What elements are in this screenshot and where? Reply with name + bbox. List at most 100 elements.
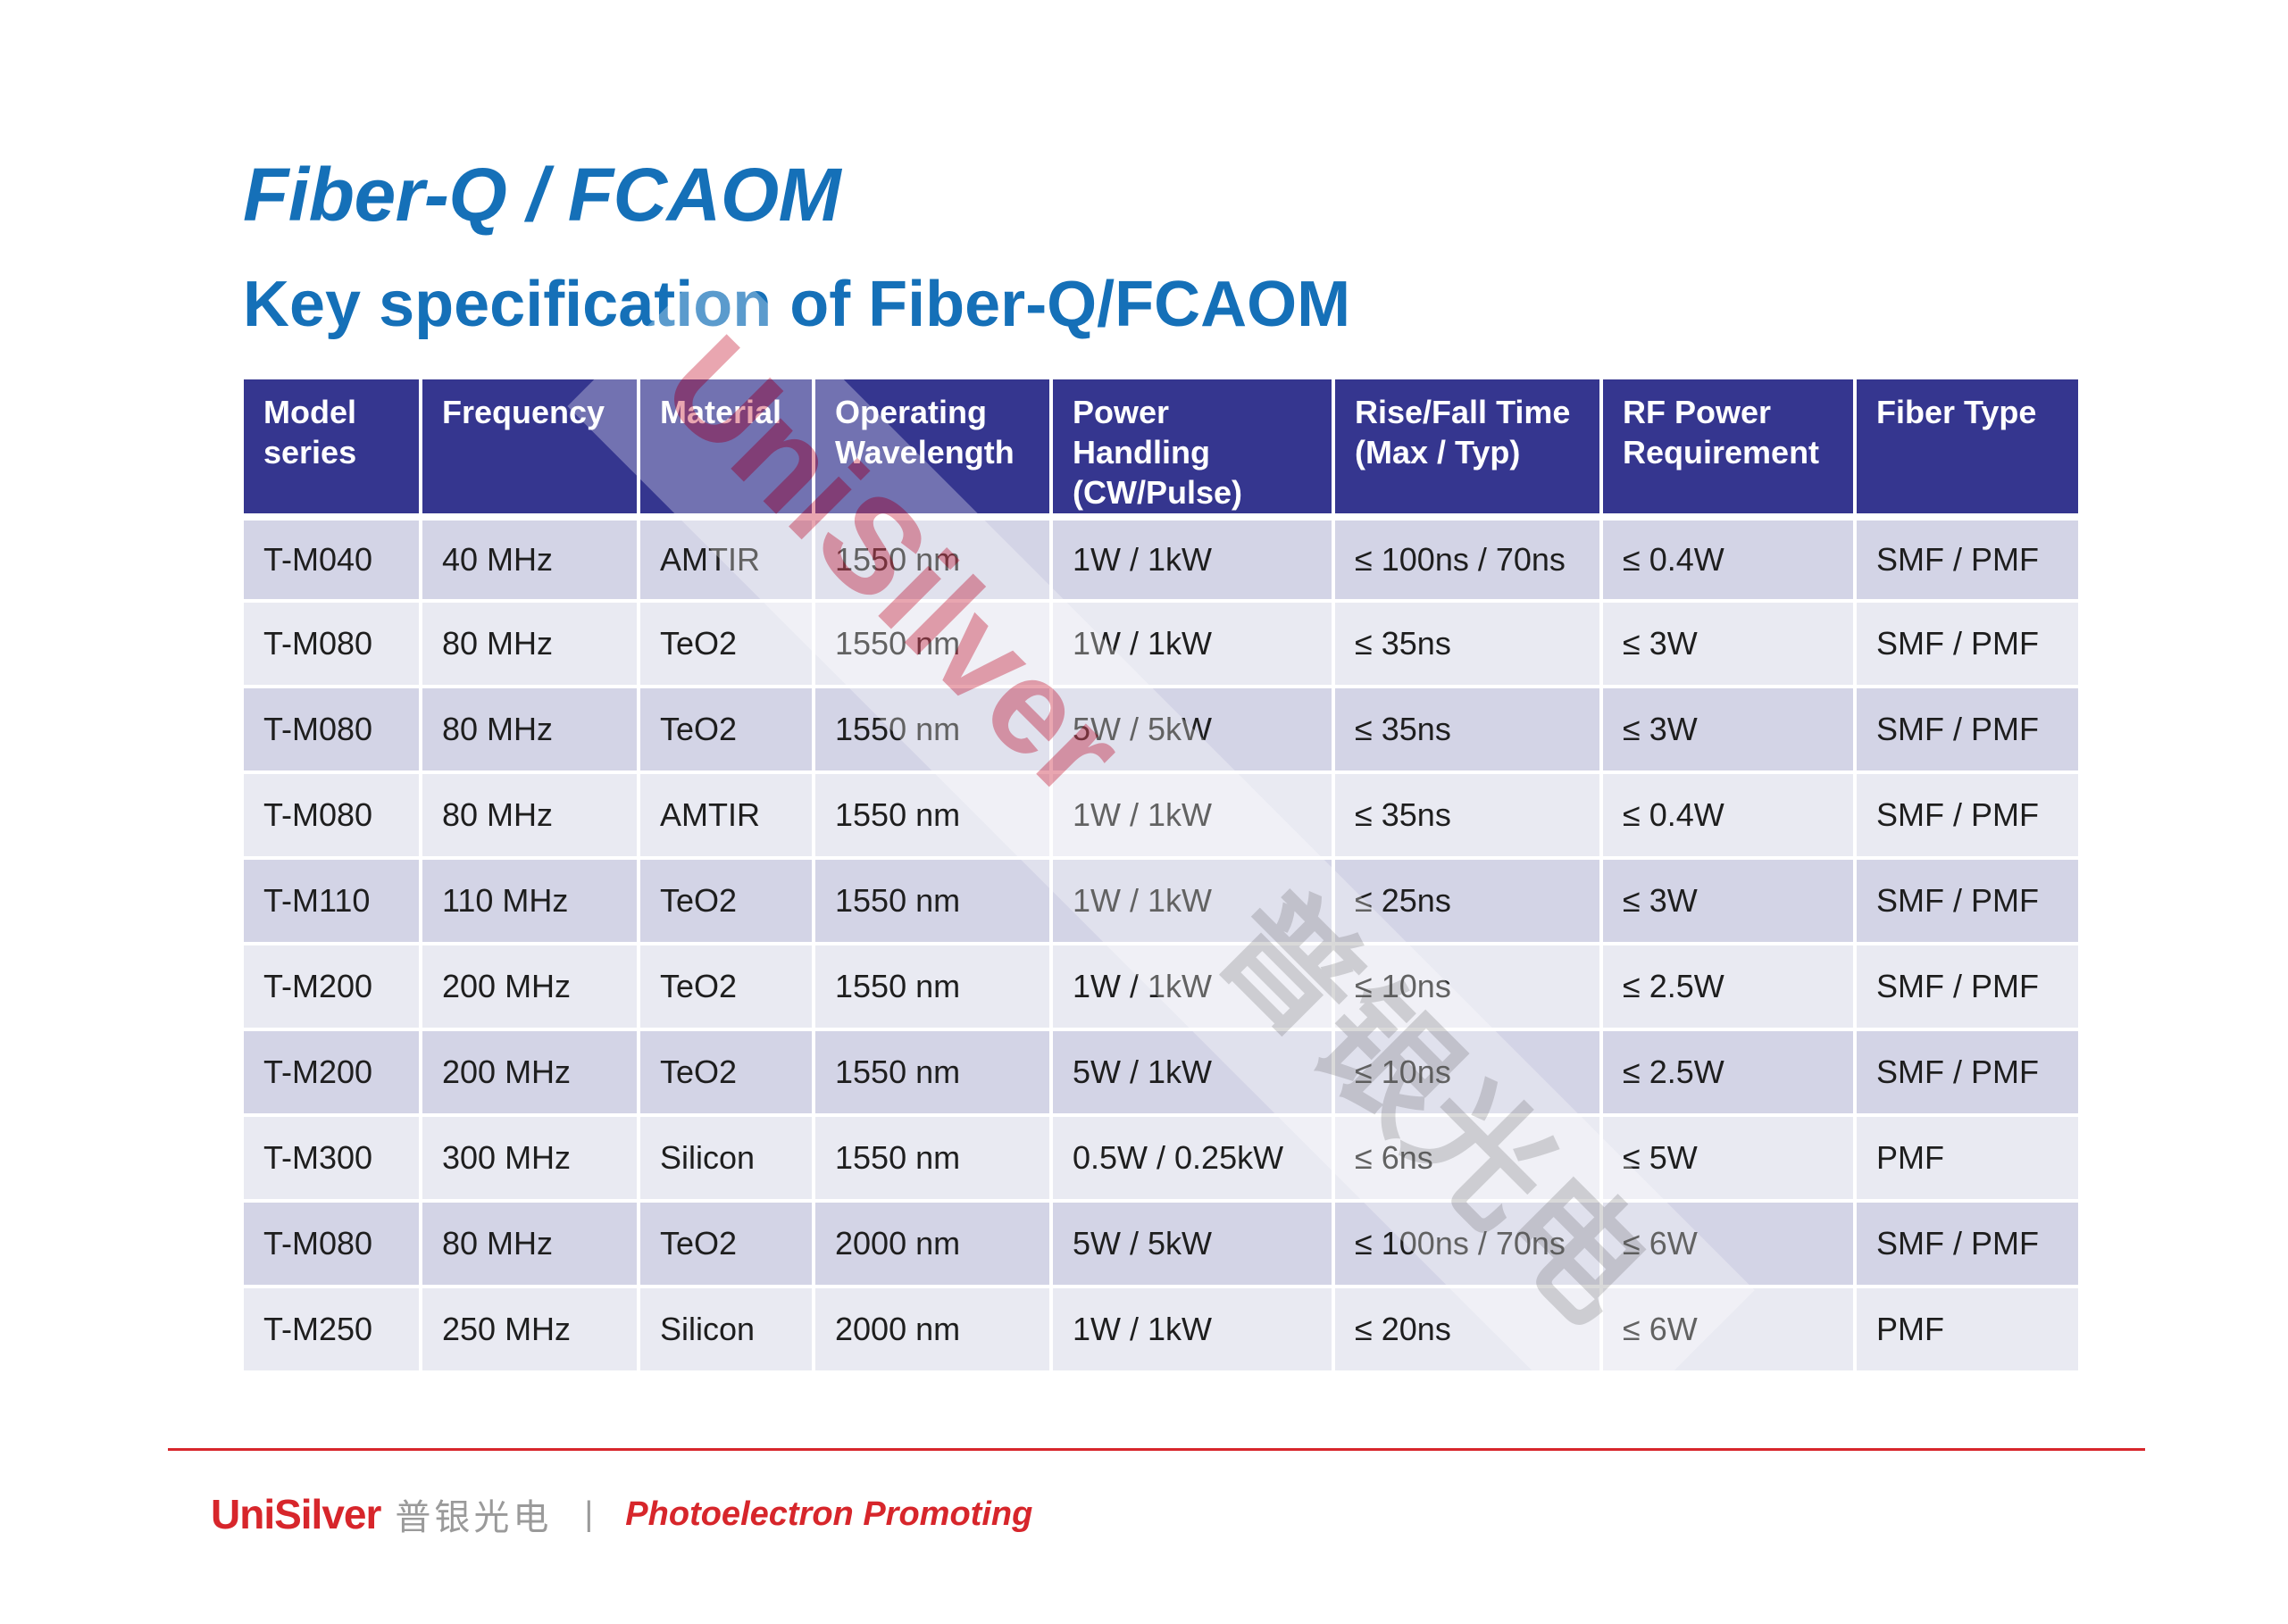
table-row: T-M200 200 MHz TeO2 1550 nm 1W / 1kW ≤ 10ns ≤ … xyxy=(244,945,2078,1028)
footer-separator: | xyxy=(584,1495,594,1533)
table-cell: 250 MHz xyxy=(422,1288,637,1370)
table-cell: 1550 nm xyxy=(815,860,1049,942)
table-cell: 80 MHz xyxy=(422,1203,637,1285)
column-header: Operating Wavelength xyxy=(815,379,1049,513)
table-cell: 200 MHz xyxy=(422,945,637,1028)
table-cell: 1550 nm xyxy=(815,1031,1049,1113)
table-cell: 80 MHz xyxy=(422,603,637,685)
table-cell: ≤ 6ns xyxy=(1335,1117,1599,1199)
table-cell: SMF / PMF xyxy=(1857,603,2078,685)
column-header-line: Wavelength xyxy=(835,434,1015,471)
table-cell: ≤ 3W xyxy=(1603,860,1853,942)
table-row: T-M040 40 MHz AMTIR 1550 nm 1W / 1kW ≤ 100ns … xyxy=(244,517,2078,599)
table-cell: ≤ 35ns xyxy=(1335,603,1599,685)
column-header-line: RF Power xyxy=(1623,394,1772,430)
column-header: Fiber Type xyxy=(1857,379,2078,513)
table-cell: ≤ 100ns / 70ns xyxy=(1335,1203,1599,1285)
table-cell: SMF / PMF xyxy=(1857,945,2078,1028)
table-cell: ≤ 20ns xyxy=(1335,1288,1599,1370)
table-row: T-M080 80 MHz TeO2 2000 nm 5W / 5kW ≤ 100ns /… xyxy=(244,1203,2078,1285)
footer-tagline: Photoelectron Promoting xyxy=(625,1495,1033,1533)
table-cell: T-M040 xyxy=(244,517,419,599)
table-cell: T-M200 xyxy=(244,1031,419,1113)
table-cell: ≤ 2.5W xyxy=(1603,1031,1853,1113)
page-subtitle: Key specification of Fiber-Q/FCAOM xyxy=(243,269,1351,340)
column-header-line: series xyxy=(263,434,357,471)
table-cell: T-M300 xyxy=(244,1117,419,1199)
table-cell: 1W / 1kW xyxy=(1053,1288,1332,1370)
footer: UniSilver 普银光电 | Photoelectron Promoting xyxy=(211,1482,1032,1546)
table-cell: T-M080 xyxy=(244,1203,419,1285)
table-row: T-M080 80 MHz TeO2 1550 nm 1W / 1kW ≤ 35ns ≤ 3… xyxy=(244,603,2078,685)
table-row: T-M110 110 MHz TeO2 1550 nm 1W / 1kW ≤ 25ns ≤ … xyxy=(244,860,2078,942)
table-cell: ≤ 0.4W xyxy=(1603,774,1853,856)
table-cell: SMF / PMF xyxy=(1857,688,2078,770)
table-cell: 1550 nm xyxy=(815,517,1049,599)
table-cell: 1W / 1kW xyxy=(1053,603,1332,685)
column-header-line: Requirement xyxy=(1623,434,1820,471)
spec-table: Model series Frequency Material Operating Wav… xyxy=(240,376,2082,1374)
table-cell: SMF / PMF xyxy=(1857,860,2078,942)
table-cell: 2000 nm xyxy=(815,1288,1049,1370)
column-header: Rise/Fall Time (Max / Typ) xyxy=(1335,379,1599,513)
table-cell: T-M250 xyxy=(244,1288,419,1370)
table-cell: ≤ 2.5W xyxy=(1603,945,1853,1028)
column-header: RF Power Requirement xyxy=(1603,379,1853,513)
table-cell: T-M080 xyxy=(244,603,419,685)
table-cell: PMF xyxy=(1857,1288,2078,1370)
table-cell: ≤ 6W xyxy=(1603,1203,1853,1285)
page-title: Fiber-Q / FCAOM xyxy=(243,153,841,237)
table-body: T-M040 40 MHz AMTIR 1550 nm 1W / 1kW ≤ 100ns … xyxy=(244,517,2078,1370)
table-row: T-M250 250 MHz Silicon 2000 nm 1W / 1kW ≤ 20n… xyxy=(244,1288,2078,1370)
table-cell: Silicon xyxy=(640,1117,812,1199)
table-cell: 80 MHz xyxy=(422,774,637,856)
table-cell: 1550 nm xyxy=(815,1117,1049,1199)
table-cell: ≤ 5W xyxy=(1603,1117,1853,1199)
table-cell: ≤ 6W xyxy=(1603,1288,1853,1370)
table-cell: AMTIR xyxy=(640,774,812,856)
table-cell: Silicon xyxy=(640,1288,812,1370)
brand-logo-cn: 普银光电 xyxy=(395,1498,553,1537)
table-cell: 5W / 5kW xyxy=(1053,688,1332,770)
table-cell: TeO2 xyxy=(640,860,812,942)
column-header: Model series xyxy=(244,379,419,513)
table-cell: 1W / 1kW xyxy=(1053,945,1332,1028)
column-header-line: (Max / Typ) xyxy=(1355,434,1521,471)
table-cell: T-M200 xyxy=(244,945,419,1028)
table-cell: 1W / 1kW xyxy=(1053,774,1332,856)
table-cell: 2000 nm xyxy=(815,1203,1049,1285)
column-header-line: Rise/Fall Time xyxy=(1355,394,1571,430)
table-cell: ≤ 10ns xyxy=(1335,945,1599,1028)
table-row: T-M080 80 MHz AMTIR 1550 nm 1W / 1kW ≤ 35ns ≤ … xyxy=(244,774,2078,856)
table-cell: TeO2 xyxy=(640,945,812,1028)
table-cell: 80 MHz xyxy=(422,688,637,770)
table-cell: SMF / PMF xyxy=(1857,1203,2078,1285)
table-cell: T-M110 xyxy=(244,860,419,942)
table-cell: 200 MHz xyxy=(422,1031,637,1113)
column-header-line: (CW/Pulse) xyxy=(1073,474,1243,511)
column-header-line: Fiber Type xyxy=(1876,394,2037,430)
table-cell: ≤ 35ns xyxy=(1335,688,1599,770)
table-cell: 40 MHz xyxy=(422,517,637,599)
table-cell: 1W / 1kW xyxy=(1053,860,1332,942)
table-row: T-M200 200 MHz TeO2 1550 nm 5W / 1kW ≤ 10ns ≤ … xyxy=(244,1031,2078,1113)
column-header: Frequency xyxy=(422,379,637,513)
table-cell: 5W / 5kW xyxy=(1053,1203,1332,1285)
column-header-line: Frequency xyxy=(442,394,605,430)
brand-logo: UniSilver xyxy=(211,1491,381,1537)
table-row: T-M300 300 MHz Silicon 1550 nm 0.5W / 0.25kW… xyxy=(244,1117,2078,1199)
table-cell: AMTIR xyxy=(640,517,812,599)
table-cell: 5W / 1kW xyxy=(1053,1031,1332,1113)
table-cell: ≤ 25ns xyxy=(1335,860,1599,942)
table-cell: 1W / 1kW xyxy=(1053,517,1332,599)
table-cell: T-M080 xyxy=(244,688,419,770)
table-cell: ≤ 10ns xyxy=(1335,1031,1599,1113)
table-cell: TeO2 xyxy=(640,1203,812,1285)
table-cell: 1550 nm xyxy=(815,945,1049,1028)
table-cell: PMF xyxy=(1857,1117,2078,1199)
table-cell: SMF / PMF xyxy=(1857,517,2078,599)
table-cell: ≤ 100ns / 70ns xyxy=(1335,517,1599,599)
column-header-line: Power xyxy=(1073,394,1170,430)
table-cell: ≤ 0.4W xyxy=(1603,517,1853,599)
table-cell: SMF / PMF xyxy=(1857,774,2078,856)
